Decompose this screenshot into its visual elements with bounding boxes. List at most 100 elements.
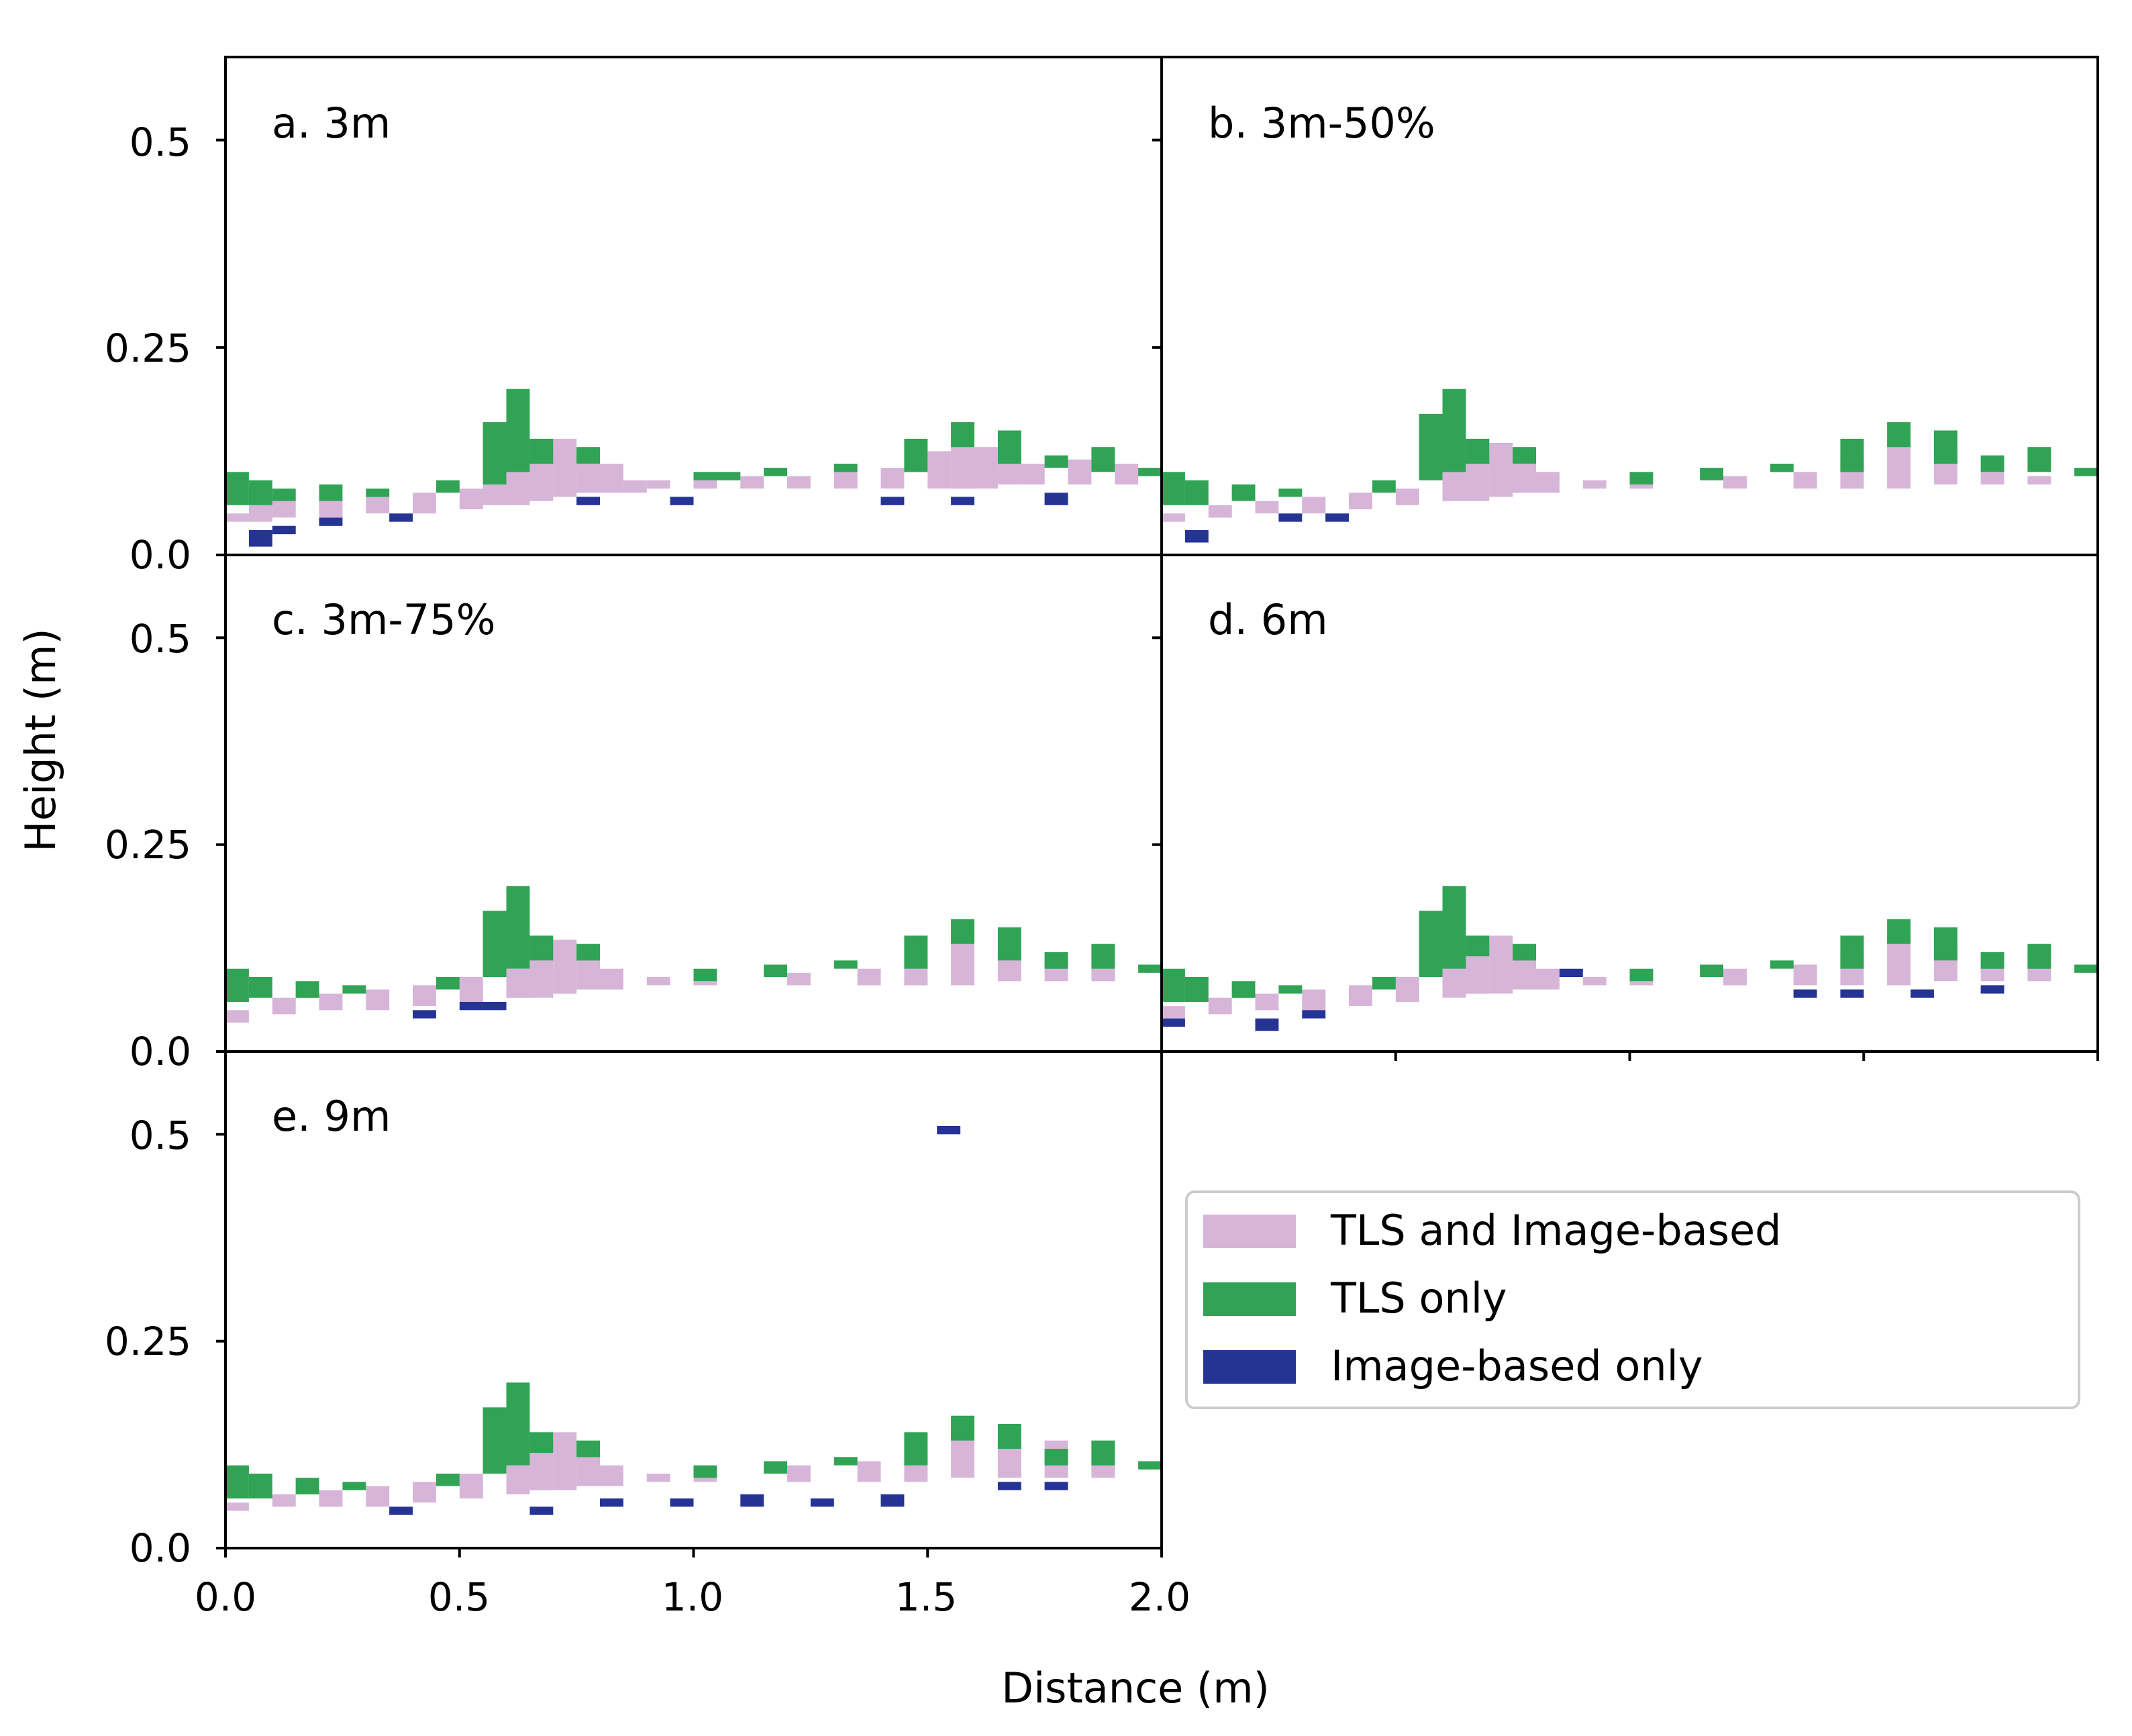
- cell-both: [600, 464, 623, 493]
- cell-tls: [2074, 964, 2098, 973]
- cell-tls: [1980, 952, 2004, 969]
- cell-tls: [1278, 489, 1303, 497]
- cell-both: [600, 1465, 623, 1486]
- cell-both: [413, 1482, 436, 1503]
- cell-both: [880, 468, 905, 489]
- x-tick-label: 2.0: [1129, 1574, 1190, 1620]
- cell-tls: [436, 480, 460, 493]
- panel-c: c. 3m-75%: [216, 554, 1163, 1053]
- cell-image: [483, 1002, 507, 1011]
- cell-tls: [1231, 484, 1256, 501]
- cell-tls: [1442, 389, 1466, 472]
- cell-both: [506, 468, 530, 505]
- cell-tls: [295, 981, 319, 998]
- cell-both: [951, 438, 974, 489]
- panel-a: a. 3m: [216, 56, 1163, 556]
- cell-both: [1442, 472, 1466, 501]
- panel-label: a. 3m: [272, 99, 391, 148]
- cell-tls: [1442, 886, 1466, 969]
- cell-tls: [248, 480, 272, 505]
- x-tick-label: 0.0: [195, 1574, 256, 1620]
- cell-tls: [225, 968, 249, 1002]
- cell-both: [787, 972, 811, 986]
- cell-both: [1115, 464, 1139, 484]
- cell-tls: [1162, 968, 1185, 1002]
- cell-tls: [1044, 952, 1068, 969]
- cell-tls: [483, 911, 507, 977]
- cell-both: [553, 1432, 577, 1490]
- cell-tls: [1887, 919, 1911, 944]
- cell-tls: [2027, 447, 2051, 472]
- cell-tls: [342, 985, 366, 994]
- cell-both: [1723, 476, 1747, 489]
- cell-tls: [717, 472, 741, 480]
- cell-tls: [248, 1474, 272, 1498]
- cell-both: [272, 1494, 296, 1507]
- cell-both: [740, 476, 764, 489]
- cell-both: [1582, 480, 1607, 489]
- cell-both: [1513, 459, 1536, 493]
- cell-both: [459, 489, 483, 509]
- cell-both: [1489, 935, 1513, 994]
- cell-both: [1980, 472, 2004, 484]
- cell-tls: [1629, 968, 1654, 982]
- cell-image: [576, 497, 600, 505]
- cell-both: [1021, 464, 1045, 484]
- y-tick-label: 0.25: [105, 325, 191, 371]
- cell-tls: [1466, 935, 1490, 957]
- cell-both: [1302, 497, 1326, 514]
- cell-tls: [833, 1457, 858, 1466]
- cell-tls: [1138, 468, 1162, 476]
- cell-image: [951, 497, 974, 505]
- cell-tls: [295, 1478, 319, 1494]
- cell-tls: [2027, 943, 2051, 969]
- cell-both: [413, 985, 436, 1007]
- cell-tls: [997, 1424, 1021, 1449]
- cell-tls: [1138, 1461, 1162, 1470]
- cell-image: [670, 1498, 694, 1507]
- y-tick-label: 0.0: [130, 1029, 191, 1074]
- cell-tls: [248, 977, 272, 998]
- cell-tls: [576, 447, 600, 464]
- cell-tls: [529, 935, 554, 961]
- cell-tls: [997, 430, 1021, 464]
- cell-both: [1349, 985, 1372, 1007]
- cell-tls: [576, 1440, 600, 1458]
- cell-tls: [366, 489, 390, 497]
- cell-tls: [1044, 455, 1068, 468]
- cell-tls: [506, 389, 530, 472]
- cell-both: [857, 1461, 881, 1482]
- cell-tls: [1700, 468, 1723, 480]
- cell-tls: [436, 1474, 460, 1486]
- panel-label: b. 3m-50%: [1208, 99, 1435, 148]
- cell-tls: [319, 484, 343, 501]
- cell-both: [1208, 505, 1232, 518]
- cell-tls: [1419, 413, 1443, 480]
- cell-both: [1162, 513, 1185, 522]
- cell-both: [787, 476, 811, 489]
- y-tick-label: 0.0: [130, 1525, 191, 1571]
- cell-both: [413, 493, 436, 514]
- cell-image: [1840, 989, 1864, 998]
- cell-both: [319, 501, 343, 518]
- cell-both: [833, 472, 858, 489]
- cell-image: [319, 517, 343, 526]
- cell-tls: [272, 489, 296, 501]
- legend-swatch-image: [1203, 1350, 1296, 1384]
- cell-both: [927, 451, 952, 489]
- cell-tls: [693, 472, 717, 480]
- cell-tls: [1700, 964, 1723, 977]
- cell-image: [1162, 1018, 1185, 1027]
- cell-image: [1278, 513, 1303, 522]
- cell-tls: [1162, 472, 1185, 505]
- y-axis-ticks: 0.5 0.25 0.0 0.5 0.25 0.0 0.5 0.25 0.0: [105, 119, 191, 1571]
- cell-both: [787, 1465, 811, 1482]
- y-tick-label: 0.5: [130, 119, 191, 165]
- cell-image: [1325, 513, 1349, 522]
- y-tick-label: 0.25: [105, 1319, 191, 1364]
- cell-tls: [904, 438, 928, 472]
- cell-tls: [1840, 438, 1864, 472]
- cell-both: [646, 480, 670, 489]
- cell-tls: [1770, 960, 1794, 969]
- cell-image: [1044, 493, 1068, 505]
